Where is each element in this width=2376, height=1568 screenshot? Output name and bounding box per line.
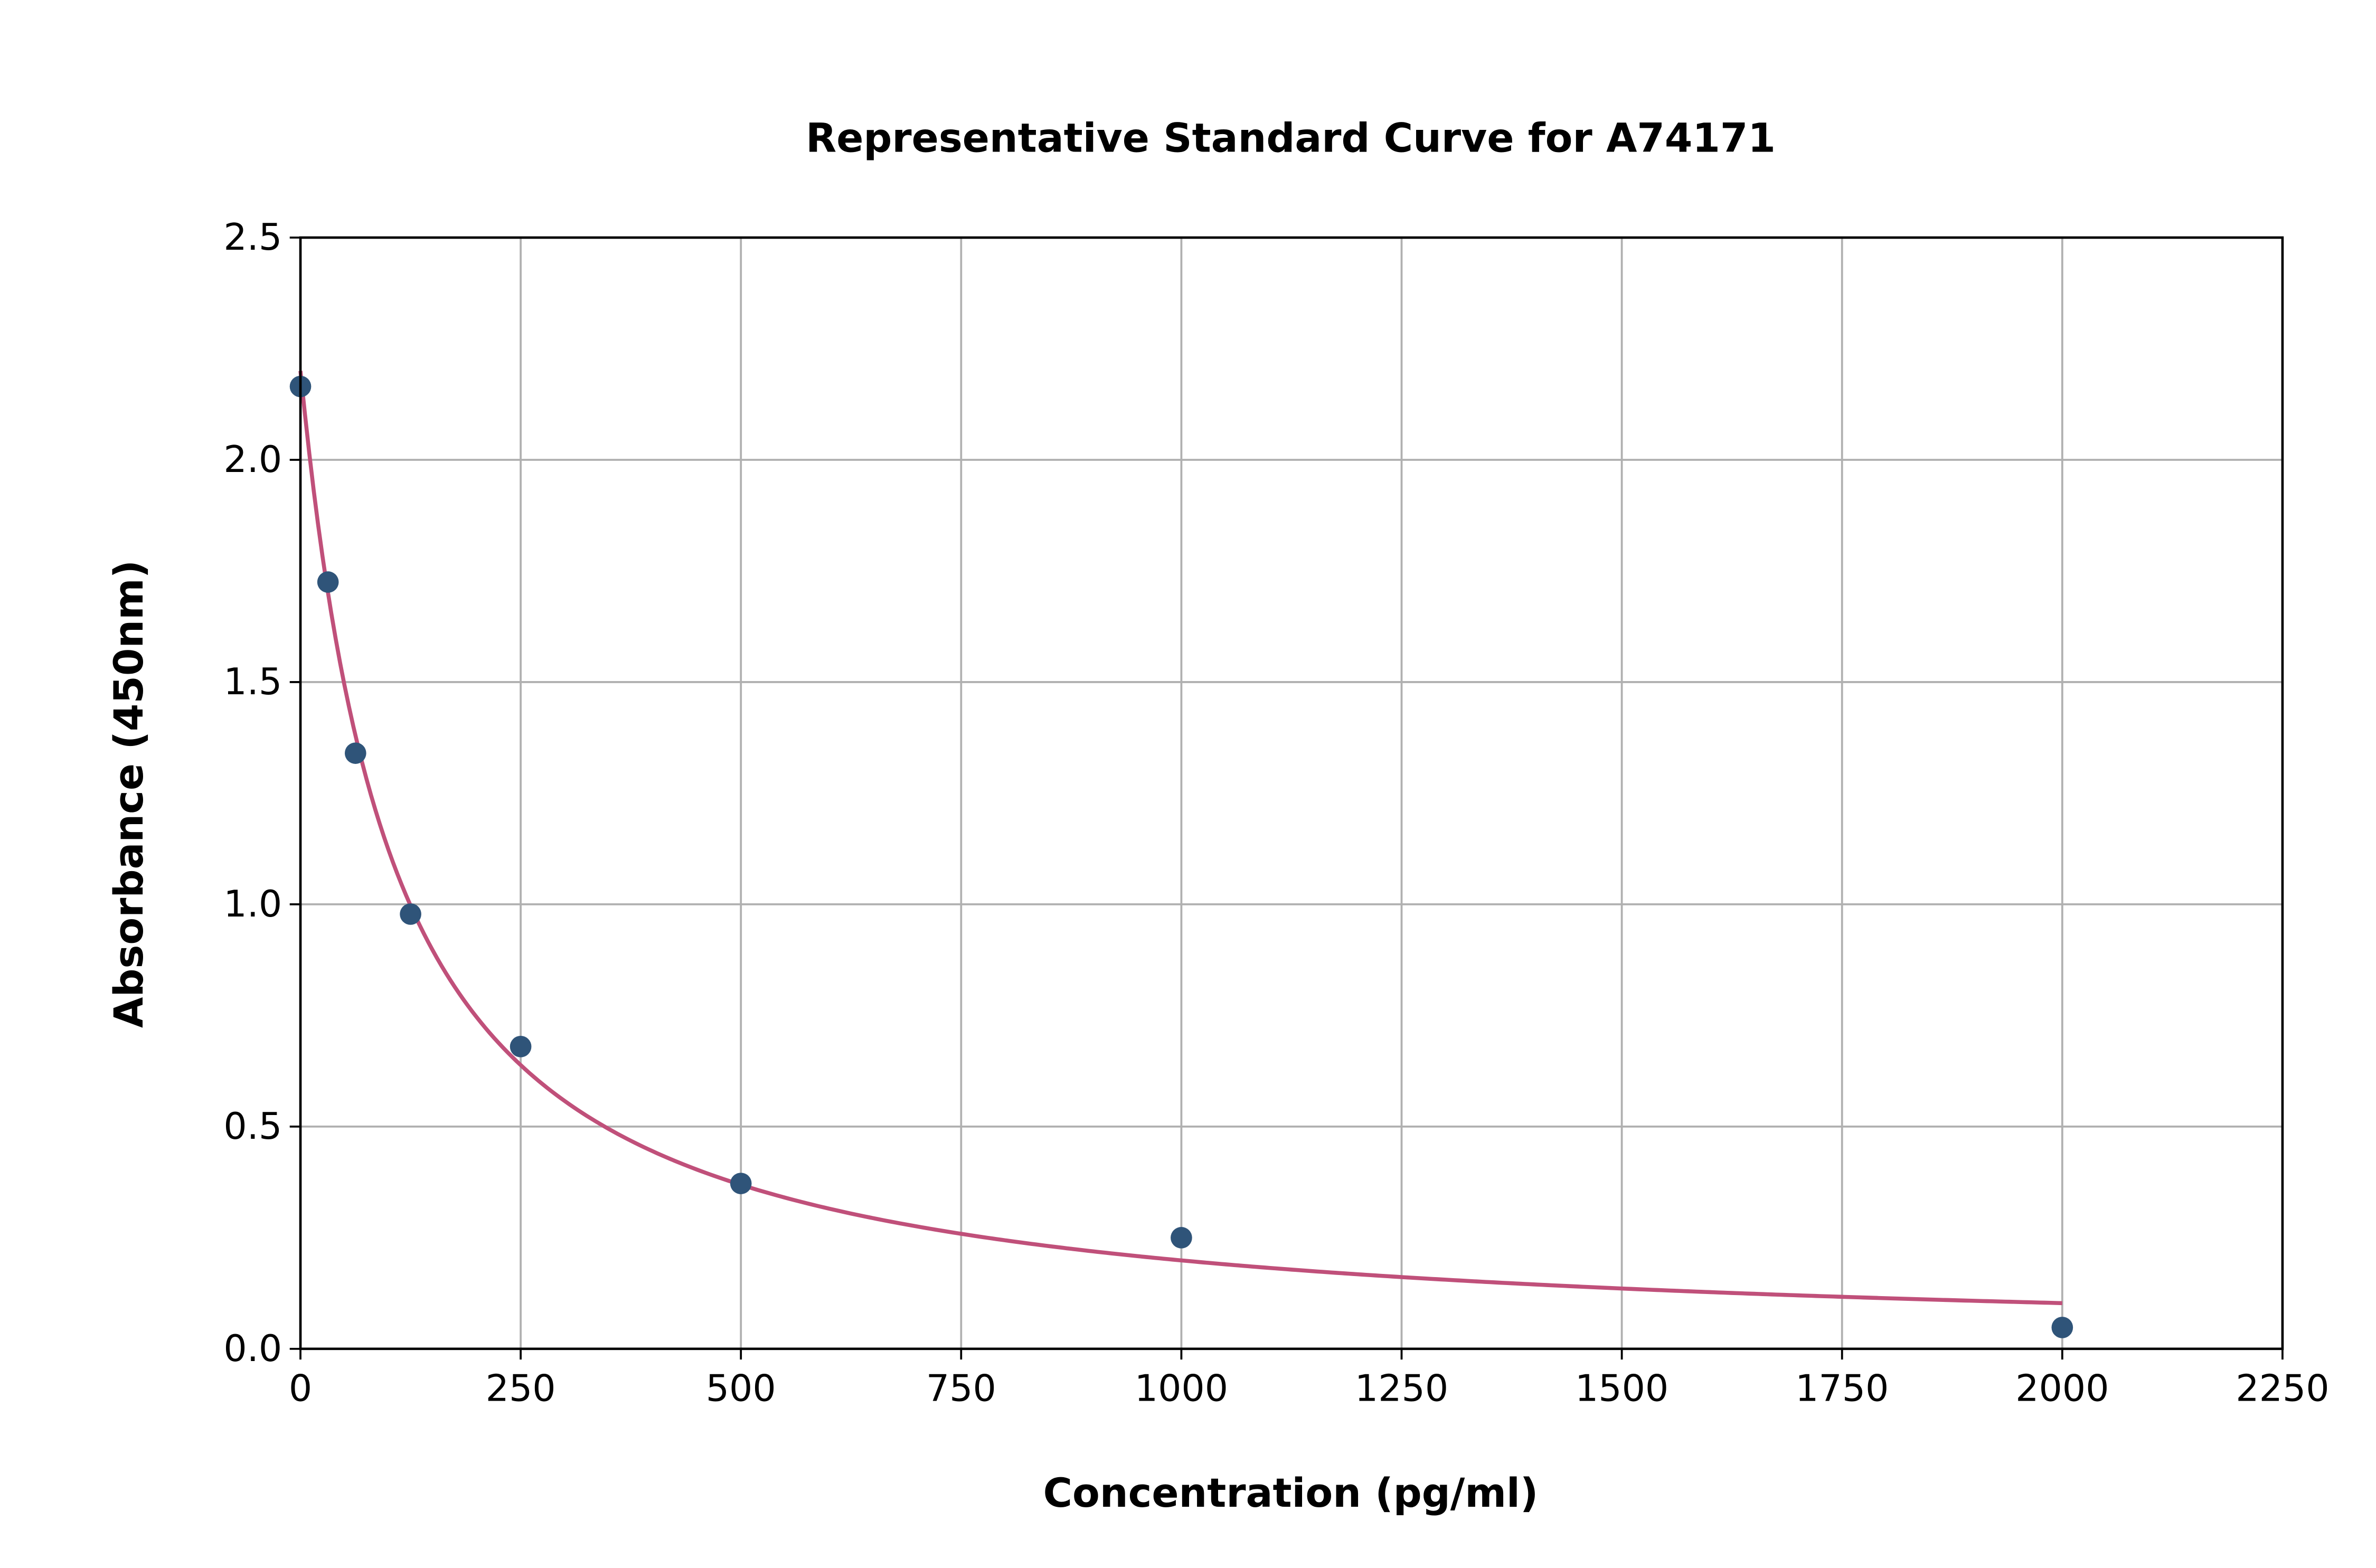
data-point bbox=[2051, 1317, 2073, 1338]
x-tick-label: 750 bbox=[926, 1367, 996, 1410]
x-tick-label: 1250 bbox=[1355, 1367, 1448, 1410]
x-tick-label: 500 bbox=[706, 1367, 776, 1410]
data-point bbox=[730, 1173, 752, 1194]
y-tick-label: 2.0 bbox=[223, 438, 282, 481]
x-tick-label: 250 bbox=[486, 1367, 556, 1410]
x-axis-label: Concentration (pg/ml) bbox=[1043, 1470, 1539, 1516]
y-tick-label: 1.5 bbox=[223, 660, 282, 703]
x-tick-label: 1500 bbox=[1575, 1367, 1668, 1410]
data-point bbox=[400, 903, 421, 925]
x-tick-label: 1750 bbox=[1795, 1367, 1889, 1410]
x-tick-label: 2000 bbox=[2015, 1367, 2109, 1410]
fit-curve bbox=[298, 371, 2062, 1306]
y-tick-label: 2.5 bbox=[223, 216, 282, 259]
data-point bbox=[1171, 1227, 1192, 1249]
y-tick-label: 0.5 bbox=[223, 1105, 282, 1148]
x-tick-label: 1000 bbox=[1135, 1367, 1228, 1410]
y-tick-label: 0.0 bbox=[223, 1327, 282, 1370]
fit-curve-layer bbox=[298, 371, 2062, 1306]
plot-frame bbox=[299, 236, 2284, 1350]
data-point bbox=[344, 742, 366, 764]
y-axis-label: Absorbance (450nm) bbox=[106, 560, 152, 1028]
data-points bbox=[289, 375, 2073, 1338]
x-tick-label: 0 bbox=[289, 1367, 312, 1410]
chart-title: Representative Standard Curve for A74171 bbox=[806, 115, 1776, 161]
ticks: 0 250 500 750 1000 1250 1500 1750 2000 2250 0.0 0.5… bbox=[223, 216, 2329, 1410]
x-tick-label: 2250 bbox=[2236, 1367, 2329, 1410]
data-point bbox=[317, 571, 339, 593]
data-point bbox=[510, 1036, 532, 1057]
y-tick-label: 1.0 bbox=[223, 883, 282, 925]
